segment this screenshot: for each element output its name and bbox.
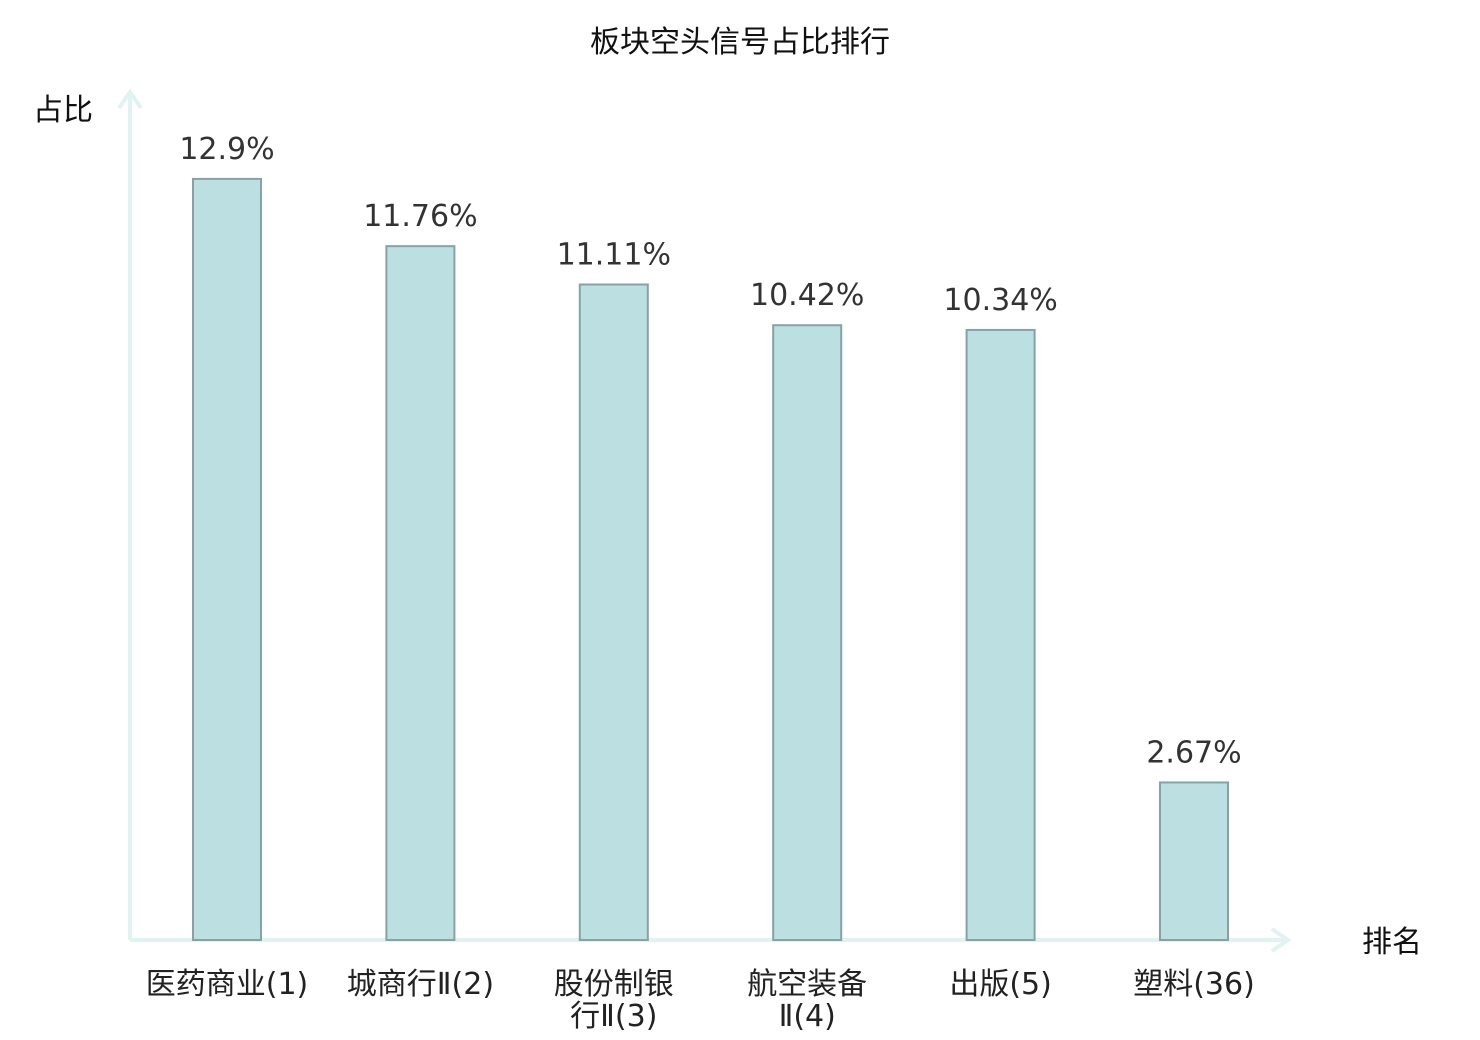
value-label-1: 12.9% [179,132,274,167]
y-axis [117,88,143,940]
bar-1 [192,177,262,941]
category-label-1: 医药商业(1) [146,967,309,1002]
bar-2 [385,245,456,942]
category-label-5: 出版(5) [949,967,1052,1002]
chart-title: 板块空头信号占比排行 [590,25,890,60]
category-label-6: 塑料(36) [1133,967,1255,1002]
value-label-3: 11.11% [557,238,671,273]
category-label-2: 城商行Ⅱ(2) [347,967,494,1002]
bar-5 [965,328,1036,941]
bar-6 [1159,781,1229,941]
y-axis-title: 占比 [33,93,93,128]
bar-3 [578,283,649,941]
category-label-3: 股份制银行Ⅱ(3) [554,967,674,1034]
category-labels: 医药商业(1) 城商行Ⅱ(2) 股份制银行Ⅱ(3) 航空装备 Ⅱ(4) 出版(5) 塑料(3… [146,967,1255,1034]
value-label-5: 10.34% [943,283,1057,318]
value-label-4: 10.42% [750,278,864,313]
value-label-6: 2.67% [1146,735,1241,770]
x-axis [130,927,1292,953]
value-label-2: 11.76% [363,199,477,234]
x-axis-title: 排名 [1362,925,1422,960]
value-labels: 12.9% 11.76% 11.11% 10.42% 10.34% 2.67% [179,132,1241,771]
bar-series [192,177,1229,942]
category-label-4: 航空装备 Ⅱ(4) [747,967,867,1034]
bar-4 [772,324,843,942]
